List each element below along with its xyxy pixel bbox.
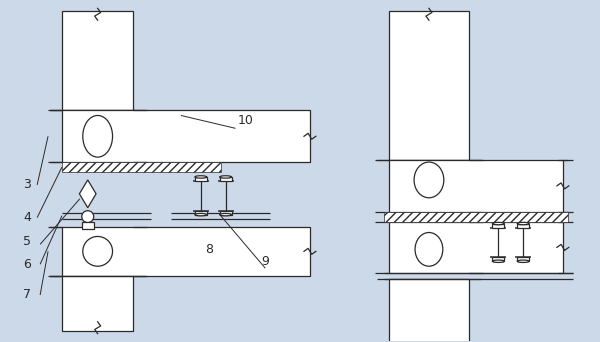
Bar	[493, 224, 505, 227]
Text: 3: 3	[23, 179, 31, 192]
Ellipse shape	[415, 233, 443, 266]
Bar	[62, 110, 310, 162]
Bar	[195, 211, 207, 215]
Text: 5: 5	[23, 235, 31, 248]
Bar	[62, 11, 133, 110]
Bar	[517, 257, 529, 261]
Bar	[389, 160, 563, 212]
Ellipse shape	[83, 236, 113, 266]
Text: 7: 7	[23, 289, 31, 302]
Text: 4: 4	[23, 211, 31, 224]
Ellipse shape	[493, 260, 505, 262]
Ellipse shape	[517, 222, 529, 225]
Bar	[62, 226, 310, 276]
Ellipse shape	[493, 222, 505, 225]
Ellipse shape	[517, 260, 529, 262]
Bar	[220, 177, 232, 181]
Bar	[195, 177, 207, 181]
Bar	[62, 162, 221, 172]
Text: 10: 10	[238, 114, 253, 127]
Bar	[389, 222, 563, 273]
Ellipse shape	[414, 162, 444, 198]
Text: 9: 9	[262, 255, 269, 268]
Text: 8: 8	[205, 243, 213, 256]
Bar	[385, 212, 568, 222]
Bar	[517, 224, 529, 227]
Bar	[82, 222, 94, 228]
Bar	[493, 257, 505, 261]
Ellipse shape	[195, 176, 207, 178]
Ellipse shape	[220, 176, 232, 178]
Ellipse shape	[82, 211, 94, 223]
Bar	[389, 11, 469, 160]
Bar	[62, 276, 133, 331]
Ellipse shape	[195, 213, 207, 216]
Ellipse shape	[220, 213, 232, 216]
Ellipse shape	[83, 116, 113, 157]
Bar	[389, 279, 469, 342]
Text: 6: 6	[23, 258, 31, 271]
Bar	[220, 211, 232, 215]
Polygon shape	[79, 180, 96, 208]
